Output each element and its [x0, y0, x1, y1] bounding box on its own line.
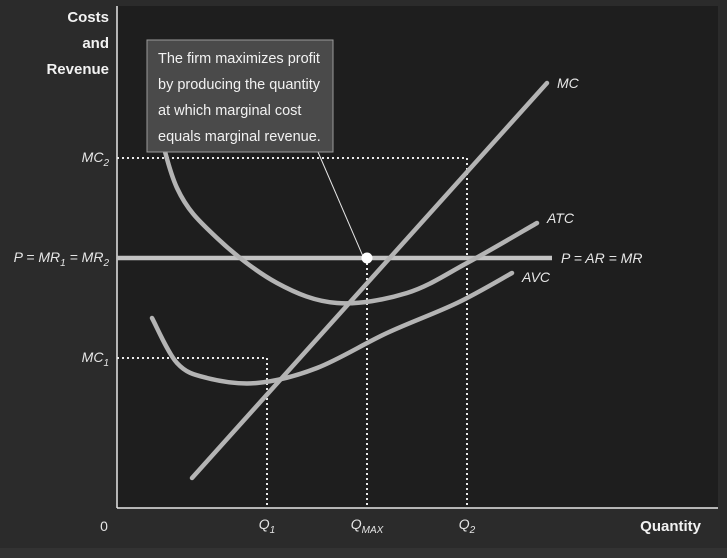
- y-axis-label-line-3: Revenue: [46, 61, 109, 78]
- y-tick-price: P = MR1 = MR2: [14, 249, 110, 269]
- curve-label-avc: AVC: [521, 269, 551, 285]
- annotation-box: [146, 39, 334, 153]
- curve-label-atc: ATC: [546, 210, 575, 226]
- guide-lines: [117, 157, 468, 508]
- annotation-callout: The firm maximizes profit by producing t…: [146, 39, 366, 262]
- bottom-strip: [0, 548, 727, 558]
- price-line-label: P = AR = MR: [561, 250, 642, 266]
- curve-atc: [149, 95, 540, 306]
- y-axis-label-line-2: and: [82, 35, 109, 52]
- equilibrium-marker: [361, 252, 373, 264]
- curve-avc: [149, 270, 515, 386]
- annotation-line-4: equals marginal revenue.: [158, 129, 321, 145]
- x-tick-1: Q1: [259, 516, 275, 536]
- annotation-line-1: The firm maximizes profit: [158, 51, 320, 67]
- curves: [117, 80, 552, 481]
- x-tick-2: QMAX: [351, 516, 384, 536]
- x-tick-3: Q2: [459, 516, 476, 536]
- y-axis-label-line-1: Costs: [67, 9, 109, 26]
- curve-label-mc: MC: [557, 75, 580, 91]
- x-axis-label: Quantity: [640, 518, 701, 535]
- annotation-leader-line: [317, 151, 366, 262]
- annotation-line-2: by producing the quantity: [158, 77, 321, 93]
- curve-mc: [189, 80, 550, 481]
- y-tick-mc2: MC2: [82, 149, 110, 169]
- y-tick-mc1: MC1: [82, 349, 109, 369]
- origin-label: 0: [100, 518, 108, 534]
- tick-labels: MC ATC AVC P = AR = MR MC2 P = MR1 = MR2 MC1 Q1…: [14, 75, 643, 536]
- annotation-line-3: at which marginal cost: [158, 103, 301, 119]
